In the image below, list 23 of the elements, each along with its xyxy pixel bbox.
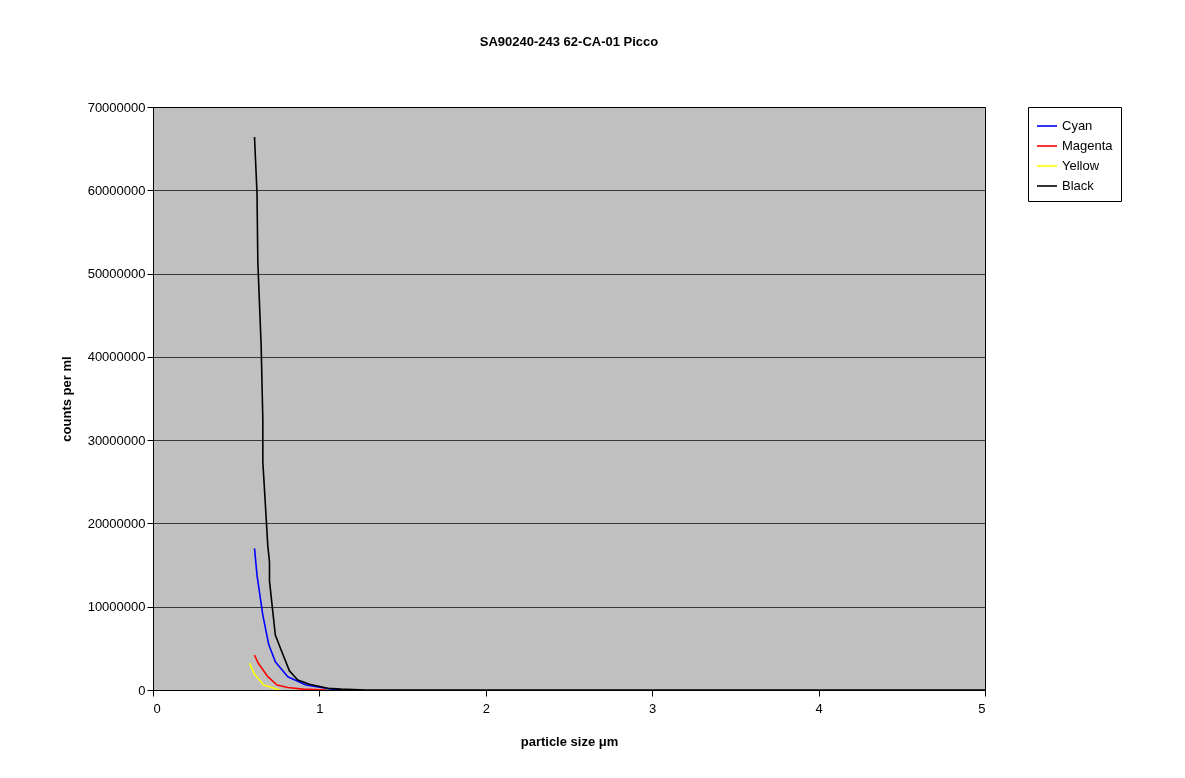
y-tick-label: 0 [138,682,146,698]
y-tick-label: 40000000 [87,349,146,365]
y-tick-label: 60000000 [87,182,146,198]
x-tick-label: 3 [649,700,657,716]
y-tick-label: 10000000 [87,599,146,615]
x-tick-label: 4 [815,700,823,716]
x-tick-label: 2 [482,700,490,716]
y-tick-label: 30000000 [87,432,146,448]
legend-label: Magenta [1062,138,1114,153]
y-tick-label: 70000000 [87,99,146,115]
x-tick-label: 5 [978,700,986,716]
x-tick-label: 0 [153,700,161,716]
y-tick-label: 20000000 [87,515,146,531]
y-axis-title: counts per ml [58,356,74,442]
chart-title: SA90240-243 62-CA-01 Picco [479,34,659,49]
line-series [248,662,281,690]
legend-label: Black [1062,178,1095,193]
x-axis-title: particle size μm [520,733,619,749]
y-tick-label: 50000000 [87,266,146,282]
line-series [253,654,327,690]
x-tick-label: 1 [316,700,324,716]
legend-label: Cyan [1062,118,1093,133]
legend-label: Yellow [1062,158,1100,173]
